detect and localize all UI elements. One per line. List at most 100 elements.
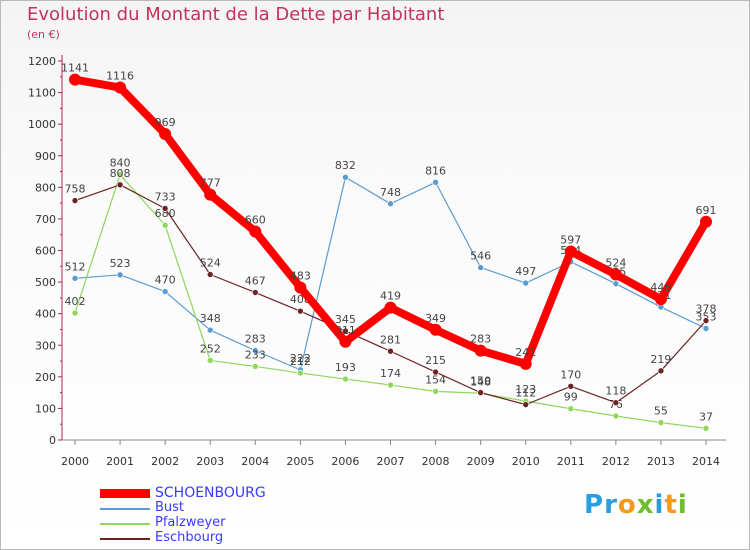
x-tick-label: 2003 <box>196 455 224 468</box>
data-label-pfalzweyer: 37 <box>699 410 713 423</box>
data-point-eschbourg <box>522 401 530 408</box>
chart-title: Evolution du Montant de la Dette par Hab… <box>27 4 445 25</box>
data-label-bust: 470 <box>155 274 176 287</box>
data-label-bust: 512 <box>65 260 86 273</box>
logo-letter: o <box>617 490 637 520</box>
data-label-schoenbourg: 283 <box>470 333 491 346</box>
legend-label: Eschbourg <box>155 530 224 545</box>
data-point-schoenbourg <box>114 81 127 94</box>
x-tick-label: 2013 <box>647 455 675 468</box>
data-label-bust: 348 <box>200 312 221 325</box>
data-point-eschbourg <box>297 307 304 315</box>
data-point-bust <box>387 200 394 208</box>
data-point-pfalzweyer <box>342 375 349 383</box>
data-point-schoenbourg <box>384 301 397 314</box>
data-point-eschbourg <box>71 197 79 204</box>
legend-label: SCHOENBOURG <box>155 485 266 501</box>
x-tick-label: 2009 <box>467 455 495 468</box>
data-point-bust <box>71 274 79 282</box>
y-tick-label: 200 <box>35 371 56 384</box>
y-tick-label: 300 <box>35 339 56 352</box>
logo-letter: i <box>677 490 688 520</box>
legend-swatch <box>100 489 150 498</box>
data-label-eschbourg: 281 <box>380 333 401 346</box>
legend-label: Pfalzweyer <box>155 515 226 530</box>
data-point-schoenbourg <box>69 73 81 86</box>
data-point-pfalzweyer <box>387 381 394 389</box>
data-label-pfalzweyer: 840 <box>110 157 131 170</box>
y-tick-label: 1100 <box>28 87 56 100</box>
data-label-pfalzweyer: 193 <box>335 361 356 374</box>
data-point-pfalzweyer <box>116 171 124 178</box>
y-tick-label: 700 <box>35 213 56 226</box>
x-tick-label: 2012 <box>602 455 630 468</box>
x-tick-label: 2002 <box>151 455 179 468</box>
data-point-bust <box>116 271 124 279</box>
y-tick-label: 500 <box>35 276 56 289</box>
data-point-schoenbourg <box>204 188 217 201</box>
data-label-pfalzweyer: 402 <box>65 295 86 308</box>
x-tick-label: 2001 <box>106 455 134 468</box>
data-label-pfalzweyer: 99 <box>564 391 578 404</box>
x-tick-label: 2000 <box>61 455 89 468</box>
data-label-pfalzweyer: 212 <box>290 355 311 368</box>
data-point-eschbourg <box>432 368 439 376</box>
data-point-bust <box>522 279 530 287</box>
y-tick-label: 400 <box>35 308 56 321</box>
data-point-bust <box>251 347 259 354</box>
data-label-bust: 546 <box>470 250 491 263</box>
data-label-eschbourg: 758 <box>65 183 86 196</box>
data-label-eschbourg: 524 <box>200 257 221 270</box>
data-point-bust <box>206 326 214 334</box>
data-label-schoenbourg: 660 <box>245 214 266 227</box>
data-point-pfalzweyer <box>612 412 620 420</box>
y-tick-label: 900 <box>35 150 56 163</box>
data-label-pfalzweyer: 174 <box>380 367 401 380</box>
x-tick-label: 2007 <box>377 455 405 468</box>
data-label-pfalzweyer: 233 <box>245 348 266 361</box>
unit-label: (en €) <box>27 28 60 41</box>
legend-swatch <box>100 523 150 525</box>
data-label-eschbourg: 219 <box>650 353 671 366</box>
data-label-pfalzweyer: 123 <box>515 383 536 396</box>
data-point-schoenbourg <box>654 293 667 306</box>
x-tick-label: 2011 <box>557 455 585 468</box>
data-point-bust <box>161 288 169 295</box>
data-point-pfalzweyer <box>71 309 79 317</box>
data-point-pfalzweyer <box>251 363 259 370</box>
data-point-pfalzweyer <box>702 425 710 432</box>
data-label-bust: 497 <box>515 265 536 278</box>
proxiti-logo: Proxiti <box>584 490 688 520</box>
data-point-bust <box>432 178 439 186</box>
data-point-schoenbourg <box>564 245 577 258</box>
data-label-bust: 222 <box>290 352 311 365</box>
data-label-schoenbourg: 597 <box>560 233 581 246</box>
data-label-schoenbourg: 241 <box>515 346 536 359</box>
data-label-schoenbourg: 1116 <box>106 70 134 83</box>
y-tick-label: 0 <box>49 434 56 447</box>
x-tick-label: 2004 <box>241 455 269 468</box>
data-point-eschbourg <box>477 389 484 396</box>
data-point-eschbourg <box>161 205 169 212</box>
data-point-schoenbourg <box>519 357 532 370</box>
data-point-pfalzweyer <box>432 388 439 395</box>
logo-letter: t <box>664 490 678 520</box>
data-label-pfalzweyer: 252 <box>200 342 221 355</box>
data-label-schoenbourg: 446 <box>650 281 671 294</box>
data-point-schoenbourg <box>339 335 352 348</box>
data-label-eschbourg: 112 <box>515 387 536 400</box>
y-tick-label: 600 <box>35 245 56 258</box>
data-label-eschbourg: 345 <box>335 313 356 326</box>
logo-letter: x <box>636 490 655 520</box>
data-label-pfalzweyer: 148 <box>470 375 491 388</box>
data-label-eschbourg: 150 <box>470 375 491 388</box>
y-tick-label: 1200 <box>28 55 56 68</box>
data-point-bust <box>612 280 620 287</box>
data-point-eschbourg <box>387 347 394 355</box>
data-label-schoenbourg: 777 <box>200 177 221 190</box>
data-point-schoenbourg <box>294 281 307 294</box>
data-point-eschbourg <box>342 327 349 335</box>
data-label-bust: 353 <box>696 311 717 324</box>
data-label-eschbourg: 170 <box>560 368 581 381</box>
